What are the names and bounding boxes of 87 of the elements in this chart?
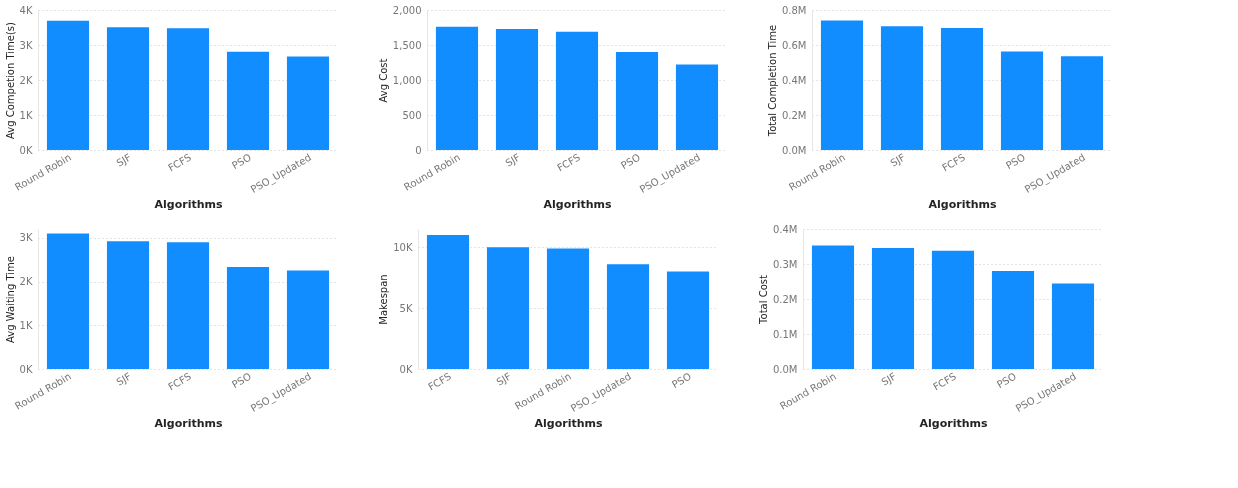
bar bbox=[615, 52, 659, 150]
bar bbox=[46, 20, 90, 150]
y-tick-label: 0 bbox=[415, 144, 422, 156]
y-tick-label: 0K bbox=[19, 144, 33, 156]
y-tick-label: 0.0M bbox=[781, 144, 807, 156]
bar bbox=[426, 235, 470, 369]
y-tick-label: 0.2M bbox=[772, 293, 798, 305]
bar bbox=[871, 247, 915, 369]
y-tick-label: 4K bbox=[19, 4, 33, 16]
x-tick-label: PSO bbox=[229, 151, 254, 172]
x-axis-title: Algorithms bbox=[543, 198, 612, 212]
y-tick-label: 0.4M bbox=[772, 223, 798, 235]
x-tick-label: FCFS bbox=[940, 151, 967, 174]
x-axis-title: Algorithms bbox=[154, 417, 223, 431]
bar bbox=[106, 241, 150, 369]
y-tick-label: 0.3M bbox=[772, 258, 798, 270]
x-tick-label: SJF bbox=[879, 370, 899, 388]
bar bbox=[940, 28, 984, 150]
y-tick-label: 3K bbox=[19, 232, 33, 244]
bar bbox=[226, 51, 270, 150]
x-tick-label: PSO bbox=[229, 370, 254, 391]
bar bbox=[435, 26, 479, 150]
y-tick-label: 2K bbox=[19, 276, 33, 287]
bar bbox=[675, 64, 719, 150]
x-tick-label: FCFS bbox=[166, 151, 193, 174]
x-axis-title: Algorithms bbox=[154, 198, 223, 212]
bar bbox=[666, 271, 710, 369]
y-tick-label: 2K bbox=[19, 74, 33, 86]
y-tick-label: 1K bbox=[19, 109, 33, 121]
x-axis-title: Algorithms bbox=[534, 417, 603, 431]
bar bbox=[880, 26, 924, 150]
x-tick-label: FCFS bbox=[426, 370, 453, 393]
y-tick-label: 1,500 bbox=[392, 39, 422, 51]
x-tick-label: SJF bbox=[888, 151, 908, 169]
bar bbox=[1000, 51, 1044, 150]
y-tick-label: 5K bbox=[399, 302, 413, 314]
y-axis-title: Avg Cost bbox=[377, 58, 389, 103]
bar bbox=[931, 250, 975, 369]
bar bbox=[166, 28, 210, 150]
y-tick-label: 0.1M bbox=[772, 328, 798, 340]
bar bbox=[286, 270, 330, 369]
y-axis-title: Avg Competion Time(s) bbox=[4, 21, 16, 139]
x-tick-label: SJF bbox=[114, 151, 134, 169]
x-tick-label: SJF bbox=[503, 151, 523, 169]
y-tick-label: 3K bbox=[19, 39, 33, 51]
bar bbox=[991, 271, 1035, 369]
y-axis-title: Total Completion Time bbox=[766, 24, 778, 138]
x-tick-label: FCFS bbox=[931, 370, 958, 393]
y-tick-label: 0.8M bbox=[781, 4, 807, 16]
x-tick-label: PSO bbox=[1003, 151, 1028, 172]
x-tick-label: PSO bbox=[618, 151, 643, 172]
bar bbox=[486, 247, 530, 369]
x-axis-title: Algorithms bbox=[919, 417, 988, 431]
bar bbox=[546, 248, 590, 369]
x-tick-label: PSO bbox=[669, 370, 694, 391]
y-tick-label: 500 bbox=[402, 109, 422, 121]
y-tick-label: 1K bbox=[19, 319, 33, 331]
bar bbox=[495, 28, 539, 150]
y-axis-title: Total Cost bbox=[757, 275, 769, 325]
y-tick-label: 10K bbox=[393, 241, 413, 253]
x-tick-label: FCFS bbox=[555, 151, 582, 174]
bar bbox=[46, 233, 90, 369]
y-tick-label: 0.0M bbox=[772, 363, 798, 375]
bar bbox=[286, 56, 330, 150]
bar bbox=[811, 245, 855, 369]
x-axis-title: Algorithms bbox=[928, 198, 997, 212]
bar bbox=[106, 27, 150, 150]
bar bbox=[555, 31, 599, 150]
bar bbox=[226, 267, 270, 369]
y-axis-title: Avg Waiting Time bbox=[4, 256, 16, 343]
y-tick-label: 0.2M bbox=[781, 109, 807, 121]
bar bbox=[166, 242, 210, 369]
y-axis-title: Makespan bbox=[378, 274, 390, 325]
bar bbox=[820, 20, 864, 150]
x-tick-label: SJF bbox=[114, 370, 134, 388]
y-tick-label: 0K bbox=[19, 363, 33, 375]
y-tick-label: 0K bbox=[399, 363, 413, 375]
x-tick-label: FCFS bbox=[166, 370, 193, 393]
y-tick-label: 1,000 bbox=[392, 74, 422, 86]
y-tick-label: 0.4M bbox=[781, 74, 807, 86]
bar bbox=[1051, 283, 1095, 369]
bar bbox=[1060, 56, 1104, 150]
x-tick-label: SJF bbox=[494, 370, 514, 388]
bar bbox=[606, 264, 650, 369]
y-tick-label: 2,000 bbox=[392, 4, 422, 16]
y-tick-label: 0.6M bbox=[781, 39, 807, 51]
x-tick-label: PSO bbox=[994, 370, 1019, 391]
